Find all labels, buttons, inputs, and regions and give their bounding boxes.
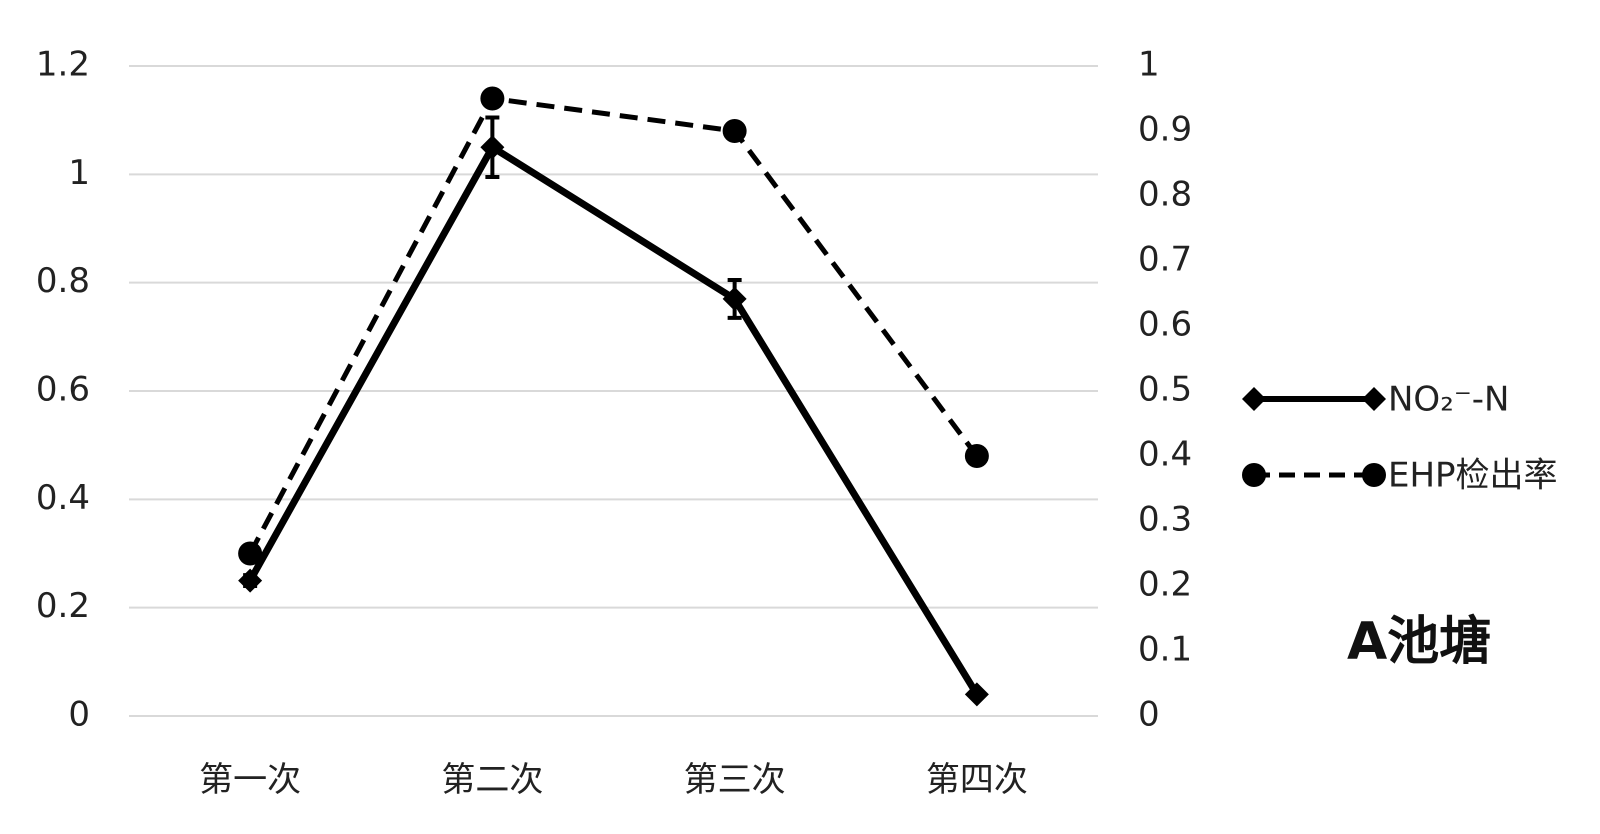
point-marker (238, 568, 263, 593)
legend-marker (1242, 463, 1266, 487)
series-line (247, 143, 980, 697)
y2-tick-label: 0.6 (1138, 305, 1192, 345)
y-tick-label: 0.4 (36, 478, 90, 518)
point-marker (722, 286, 747, 311)
x-tick-label: 第四次 (926, 760, 1028, 800)
point-marker (480, 135, 505, 160)
y2-tick-label: 0.7 (1138, 240, 1192, 280)
y-tick-label: 0 (68, 695, 90, 735)
y-tick-label: 0.2 (36, 586, 90, 626)
y-tick-label: 0.8 (36, 261, 90, 301)
y-tick-label: 0.6 (36, 370, 90, 410)
y2-tick-label: 0 (1138, 695, 1160, 735)
series-line (247, 96, 979, 555)
y-tick-label: 1 (68, 153, 90, 193)
x-tick-label: 第一次 (199, 760, 301, 800)
y2-tick-label: 0.9 (1138, 110, 1192, 150)
legend-label: EHP检出率 (1388, 456, 1558, 496)
legend-label: NO₂⁻-N (1388, 380, 1509, 420)
y2-tick-label: 0.1 (1138, 630, 1192, 670)
legend-marker (1362, 463, 1386, 487)
y2-tick-label: 0.5 (1138, 370, 1192, 410)
legend-marker (1242, 387, 1266, 411)
annotation: A池塘 (1347, 612, 1491, 672)
y2-tick-label: 0.4 (1138, 435, 1192, 475)
point-marker (964, 682, 989, 707)
y2-tick-label: 1 (1138, 45, 1160, 85)
x-tick-label: 第二次 (441, 760, 543, 800)
y2-tick-label: 0.2 (1138, 565, 1192, 605)
y2-tick-label: 0.8 (1138, 175, 1192, 215)
point-marker (480, 86, 505, 111)
y-tick-label: 1.2 (36, 45, 90, 85)
point-marker (238, 541, 263, 566)
y2-tick-label: 0.3 (1138, 500, 1192, 540)
legend-marker (1362, 387, 1386, 411)
x-tick-label: 第三次 (684, 760, 786, 800)
point-marker (722, 119, 747, 143)
point-marker (964, 444, 989, 468)
